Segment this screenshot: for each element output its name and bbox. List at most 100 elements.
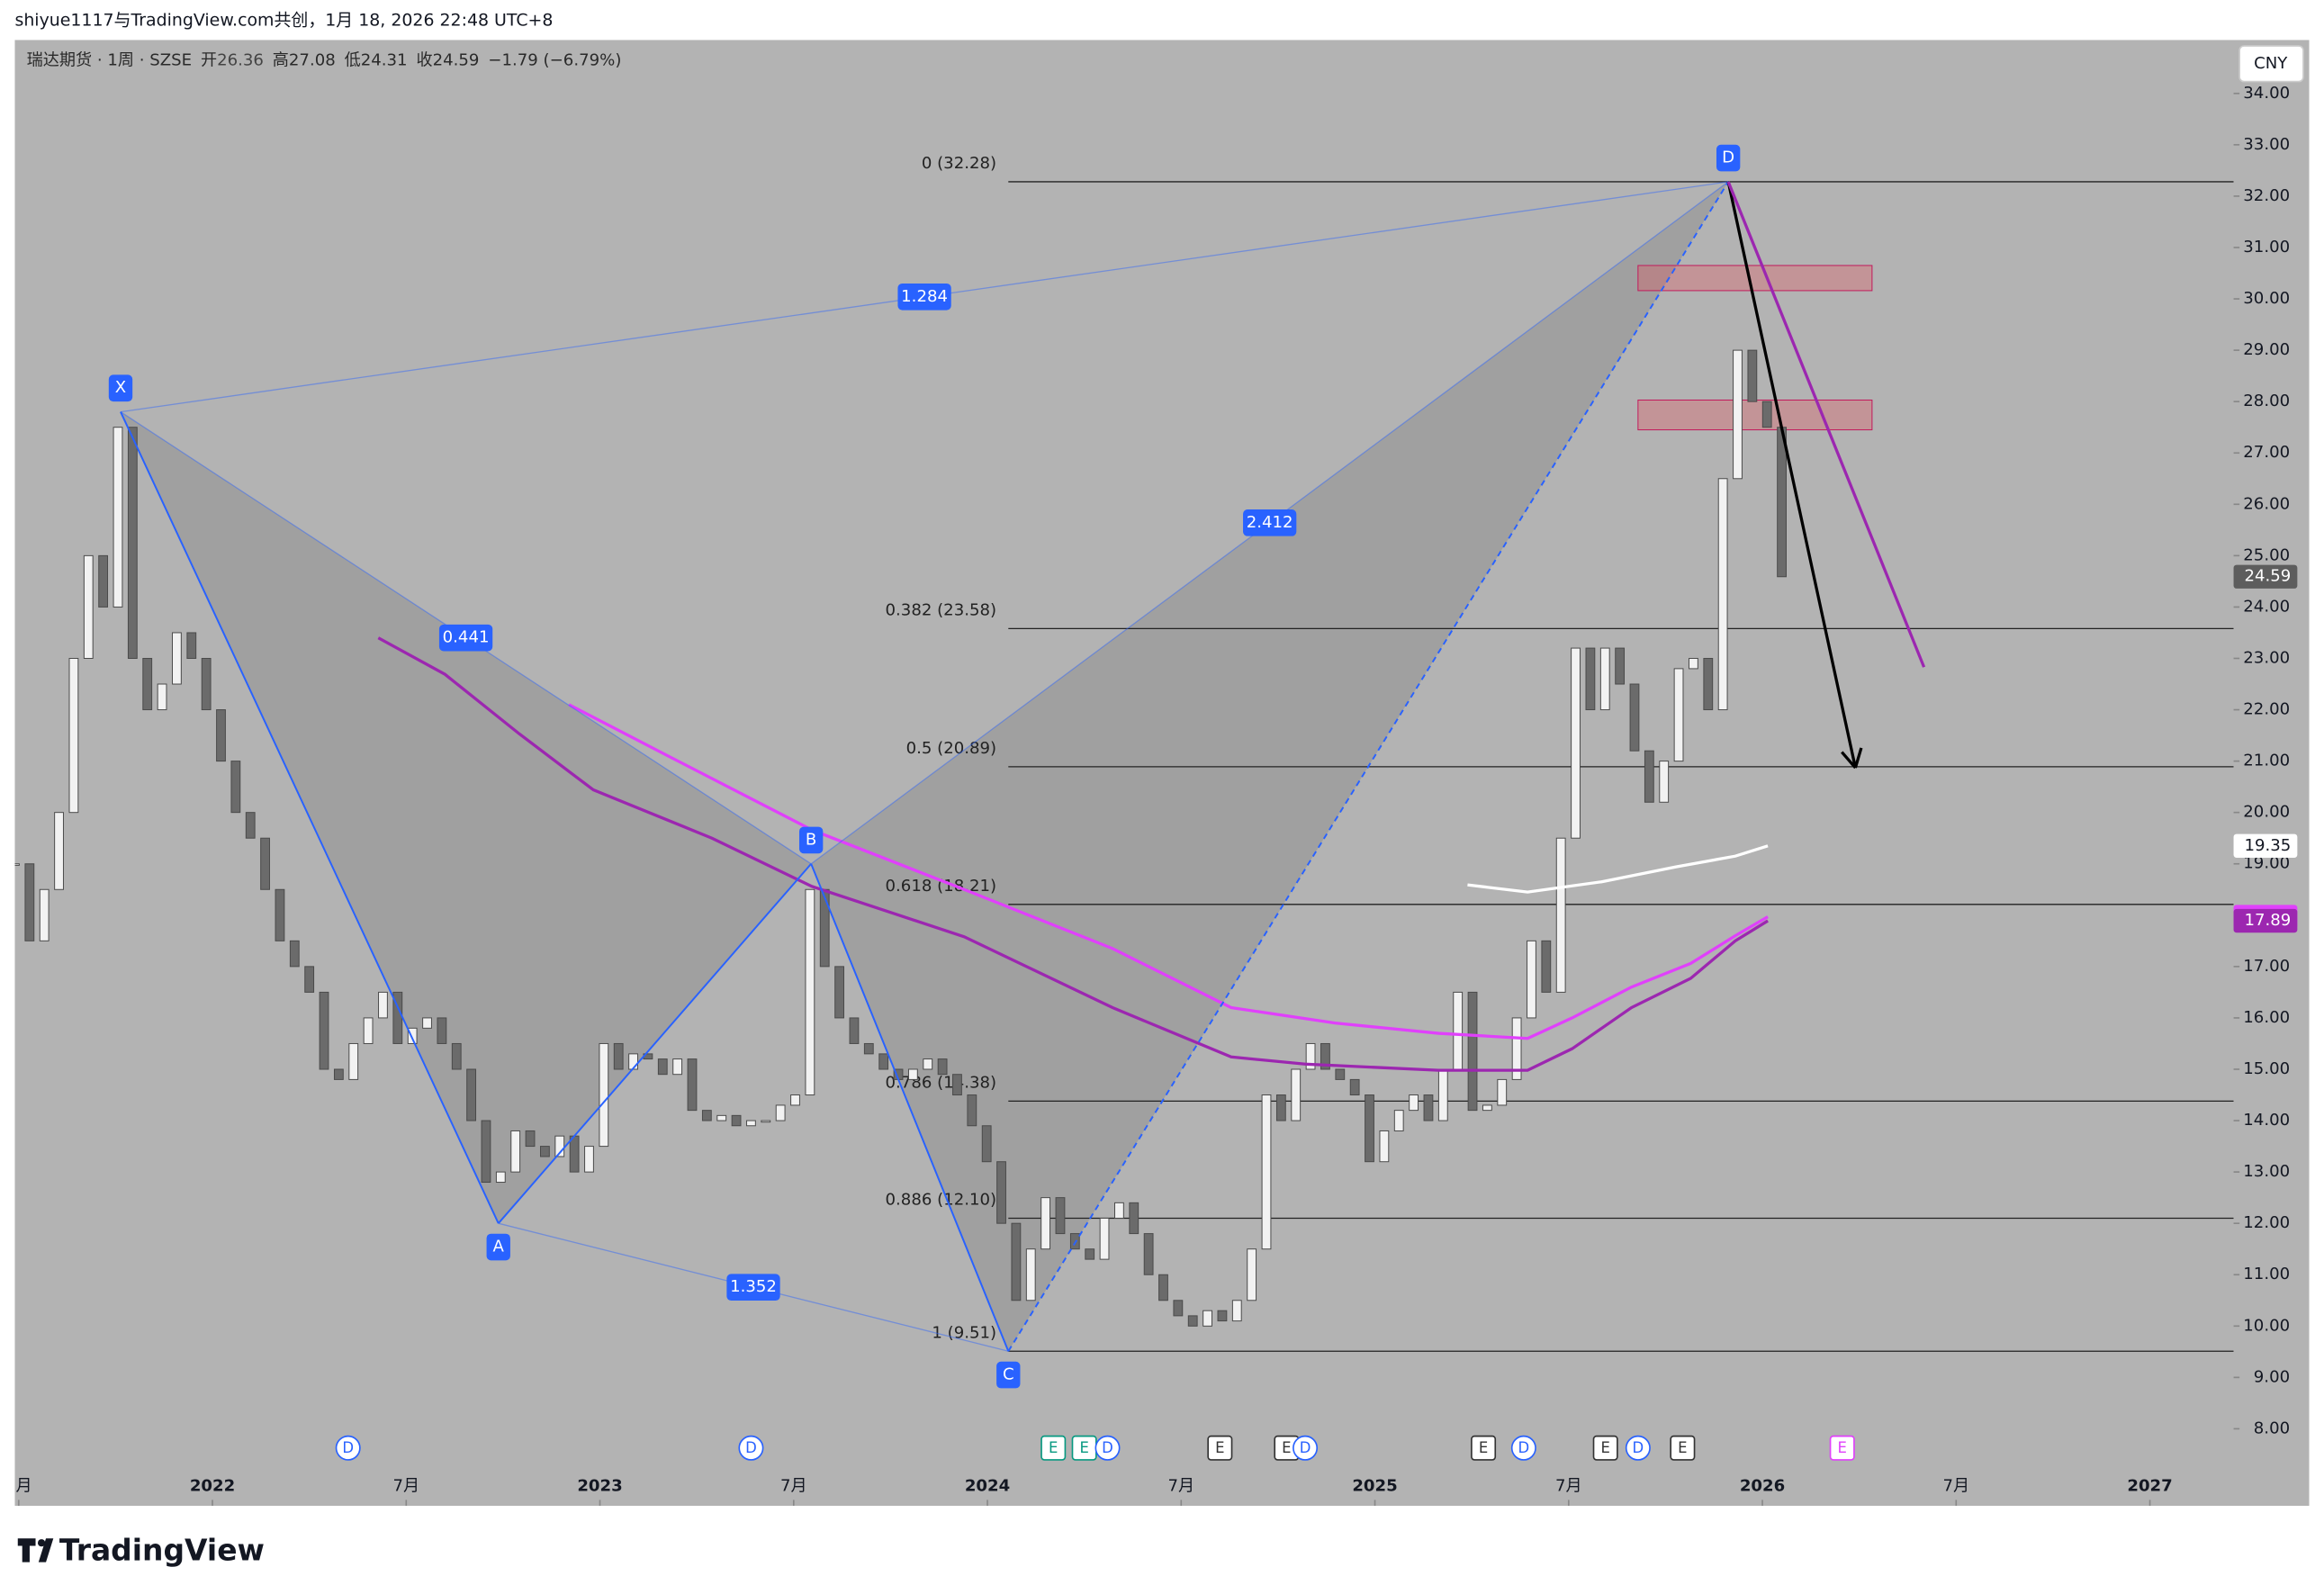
candle — [923, 1058, 933, 1070]
fib-label: 1 (9.51) — [932, 1324, 996, 1343]
y-tick-label: 27.00 — [2243, 443, 2290, 462]
candle — [289, 940, 300, 968]
price-tag — [2233, 908, 2298, 933]
fib-label: 0.886 (12.10) — [886, 1191, 997, 1210]
candle — [967, 1094, 977, 1127]
currency-button[interactable] — [2238, 45, 2304, 83]
y-tick-label: 28.00 — [2243, 392, 2290, 410]
candle — [510, 1130, 521, 1173]
candle — [230, 761, 241, 814]
zone — [1637, 265, 1873, 292]
change: −1.79 (−6.79%) — [488, 51, 621, 70]
ratio-badge — [1243, 509, 1297, 536]
candle — [1482, 1104, 1492, 1112]
candle — [937, 1058, 948, 1076]
x-tick-label: 2022 — [190, 1477, 235, 1496]
candle — [1173, 1300, 1184, 1317]
candle — [1599, 647, 1610, 711]
price-tag-label: 19.35 — [2244, 836, 2291, 855]
candle — [319, 991, 329, 1070]
candle — [39, 888, 50, 941]
candle — [716, 1114, 727, 1121]
candle — [1629, 683, 1640, 752]
arrow — [1726, 181, 1857, 769]
candle — [481, 1120, 491, 1184]
logo — [17, 1538, 54, 1562]
candle — [775, 1104, 786, 1121]
point-badge — [486, 1233, 510, 1261]
event-marker — [335, 1435, 361, 1461]
event-label: E — [1600, 1439, 1609, 1456]
event-marker — [1293, 1435, 1319, 1461]
candle — [1585, 647, 1596, 711]
candle — [127, 427, 138, 659]
low-label: 低 — [345, 51, 361, 70]
candle — [1761, 401, 1772, 428]
point-label: D — [1722, 149, 1734, 167]
candle — [952, 1074, 962, 1096]
x-tick-label: 7月 — [1555, 1477, 1582, 1496]
y-tick-label: 23.00 — [2243, 648, 2290, 667]
candle — [113, 427, 123, 608]
candle — [495, 1171, 506, 1184]
y-tick-label: 33.00 — [2243, 135, 2290, 154]
y-tick-label: 21.00 — [2243, 752, 2290, 770]
y-tick-label: 15.00 — [2243, 1059, 2290, 1078]
candle — [613, 1042, 624, 1070]
candle — [1025, 1248, 1036, 1301]
candle — [672, 1058, 683, 1076]
candle — [1511, 1017, 1522, 1080]
candle — [348, 1042, 359, 1080]
arrow-head — [1841, 751, 1857, 770]
candle — [834, 966, 844, 1019]
y-tick-label: 34.00 — [2243, 84, 2290, 103]
candle — [731, 1114, 742, 1127]
ratio-badge — [726, 1274, 780, 1301]
candle — [1187, 1315, 1198, 1327]
event-label: E — [1215, 1439, 1224, 1456]
point-label: X — [115, 378, 126, 397]
attribution: shiyue1117与TradingView.com共创，1月 18, 2026… — [14, 11, 553, 31]
event-marker — [1207, 1435, 1233, 1461]
y-tick-label: 32.00 — [2243, 186, 2290, 205]
currency[interactable]: CNY — [2254, 54, 2288, 73]
fib-label: 0.5 (20.89) — [906, 739, 997, 758]
candle — [1777, 427, 1787, 578]
event-label: D — [342, 1439, 354, 1456]
moving-average — [1467, 844, 1769, 894]
candle — [1555, 837, 1566, 993]
event-label: D — [1102, 1439, 1113, 1456]
x-tick-label: 2027 — [2127, 1477, 2172, 1496]
candle — [981, 1125, 992, 1163]
y-tick-label: 13.00 — [2243, 1162, 2290, 1181]
candle — [1099, 1217, 1110, 1260]
ratio-badge — [897, 283, 951, 311]
candle — [1158, 1274, 1168, 1301]
point-label: C — [1003, 1365, 1014, 1384]
y-tick-label: 24.00 — [2243, 597, 2290, 616]
event-marker — [1829, 1435, 1855, 1461]
candle — [1349, 1078, 1360, 1096]
x-tick-label: 2024 — [965, 1477, 1010, 1496]
candle — [1379, 1130, 1390, 1163]
candle — [1261, 1094, 1272, 1250]
candle — [1143, 1233, 1154, 1275]
candle — [1055, 1197, 1066, 1235]
candle — [1437, 1068, 1448, 1121]
candle — [142, 657, 153, 711]
y-tick-label: 25.00 — [2243, 545, 2290, 564]
candle — [819, 888, 830, 968]
event-label: E — [1079, 1439, 1088, 1456]
candle — [1747, 349, 1758, 402]
candle — [1659, 761, 1670, 803]
event-marker — [1094, 1435, 1121, 1461]
event-label: E — [1282, 1439, 1291, 1456]
event-label: D — [1633, 1439, 1644, 1456]
candle — [422, 1017, 432, 1029]
candle — [68, 657, 79, 814]
brand: TradingView — [59, 1533, 265, 1568]
candle — [24, 863, 35, 941]
candle — [260, 837, 270, 890]
candle — [216, 709, 226, 762]
candle — [554, 1135, 565, 1157]
